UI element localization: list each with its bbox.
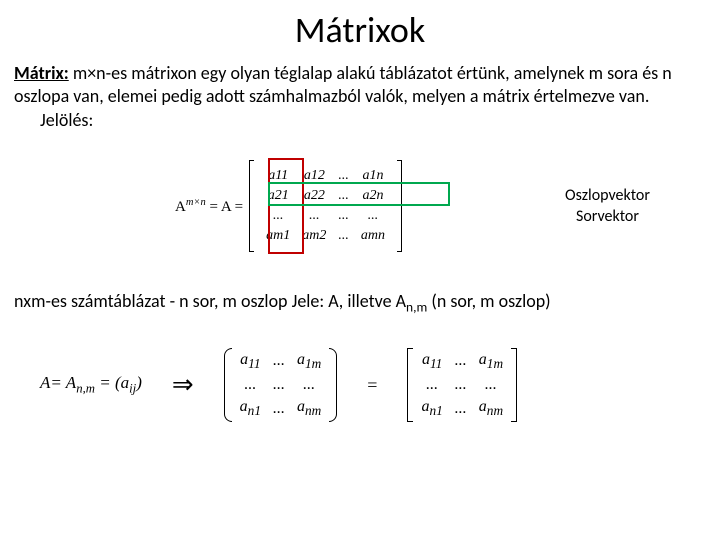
flhs-s1: n,m — [76, 382, 95, 396]
matrix-lhs: Am×n = A = — [175, 197, 243, 216]
right-paren — [329, 348, 337, 422]
left-bracket-2 — [407, 348, 413, 422]
left-bracket — [249, 160, 254, 252]
body2-b: (n sor, m oszlop) — [427, 290, 550, 312]
definition-lead: Mátrix: — [14, 62, 69, 84]
notation-label: Jelölés: — [0, 109, 720, 132]
flhs-a: A= A — [40, 373, 76, 392]
body2-sub: n,m — [406, 299, 427, 316]
implies-arrow: ⇒ — [172, 370, 194, 400]
flhs-b: = (a — [95, 373, 129, 392]
equals-sign: = — [367, 375, 377, 396]
right-bracket-2 — [511, 348, 517, 422]
matrix-b: a11...a1m.........an1...anm — [415, 349, 509, 421]
size-notation-line: nxm-es számtáblázat - n sor, m oszlop Je… — [0, 290, 720, 316]
matrix-equivalence-formula: A= An,m = (aij) ⇒ a11...a1m.........an1.… — [20, 348, 517, 422]
column-vector-label: Oszlopvektor — [565, 186, 650, 207]
matrix-grid: a11a12...a1na21a22...a2n............am1a… — [260, 166, 391, 246]
flhs-c: ) — [136, 373, 142, 392]
matrix-a: a11...a1m.........an1...anm — [234, 349, 328, 421]
definition-paragraph: Mátrix: m×n-es mátrixon egy olyan téglal… — [0, 62, 720, 107]
row-vector-label: Sorvektor — [565, 207, 650, 228]
formula-lhs: A= An,m = (aij) — [40, 373, 142, 396]
right-bracket — [397, 160, 402, 252]
matrix-definition-block: Am×n = A = a11a12...a1na21a22...a2n.....… — [175, 160, 402, 252]
body2-a: nxm-es számtáblázat - n sor, m oszlop Je… — [14, 290, 406, 312]
bracket-matrix: a11...a1m.........an1...anm — [407, 348, 517, 422]
page-title: Mátrixok — [0, 8, 720, 52]
definition-body: m×n-es mátrixon egy olyan téglalap alakú… — [14, 62, 672, 107]
vector-labels: Oszlopvektor Sorvektor — [565, 186, 650, 228]
paren-matrix: a11...a1m.........an1...anm — [224, 348, 338, 422]
left-paren — [224, 348, 232, 422]
